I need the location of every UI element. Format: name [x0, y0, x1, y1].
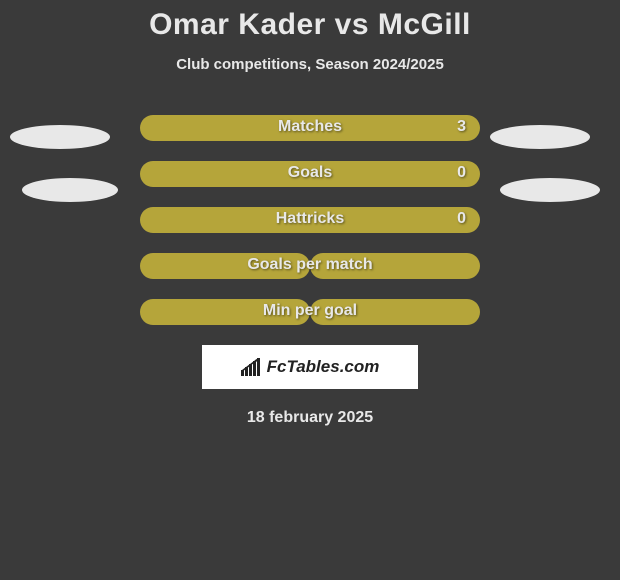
stat-row: Goals per match	[140, 253, 480, 279]
page-title: Omar Kader vs McGill	[0, 0, 620, 42]
stat-label: Goals	[140, 164, 480, 182]
bar-chart-icon	[241, 358, 263, 376]
photo-placeholder	[500, 178, 600, 202]
photo-placeholder	[490, 125, 590, 149]
stat-value-right: 0	[457, 164, 466, 182]
stat-row: Min per goal	[140, 299, 480, 325]
stat-label: Matches	[140, 118, 480, 136]
photo-placeholder	[10, 125, 110, 149]
stat-label: Hattricks	[140, 210, 480, 228]
logo: FcTables.com	[241, 357, 380, 377]
stat-row: Goals0	[140, 161, 480, 187]
stat-label: Min per goal	[140, 302, 480, 320]
stat-row: Matches3	[140, 115, 480, 141]
logo-text: FcTables.com	[267, 357, 380, 377]
page-subtitle: Club competitions, Season 2024/2025	[0, 56, 620, 73]
stat-value-right: 0	[457, 210, 466, 228]
stat-value-right: 3	[457, 118, 466, 136]
stat-row: Hattricks0	[140, 207, 480, 233]
logo-box: FcTables.com	[202, 345, 418, 389]
stat-label: Goals per match	[140, 256, 480, 274]
photo-placeholder	[22, 178, 118, 202]
date-text: 18 february 2025	[0, 409, 620, 427]
